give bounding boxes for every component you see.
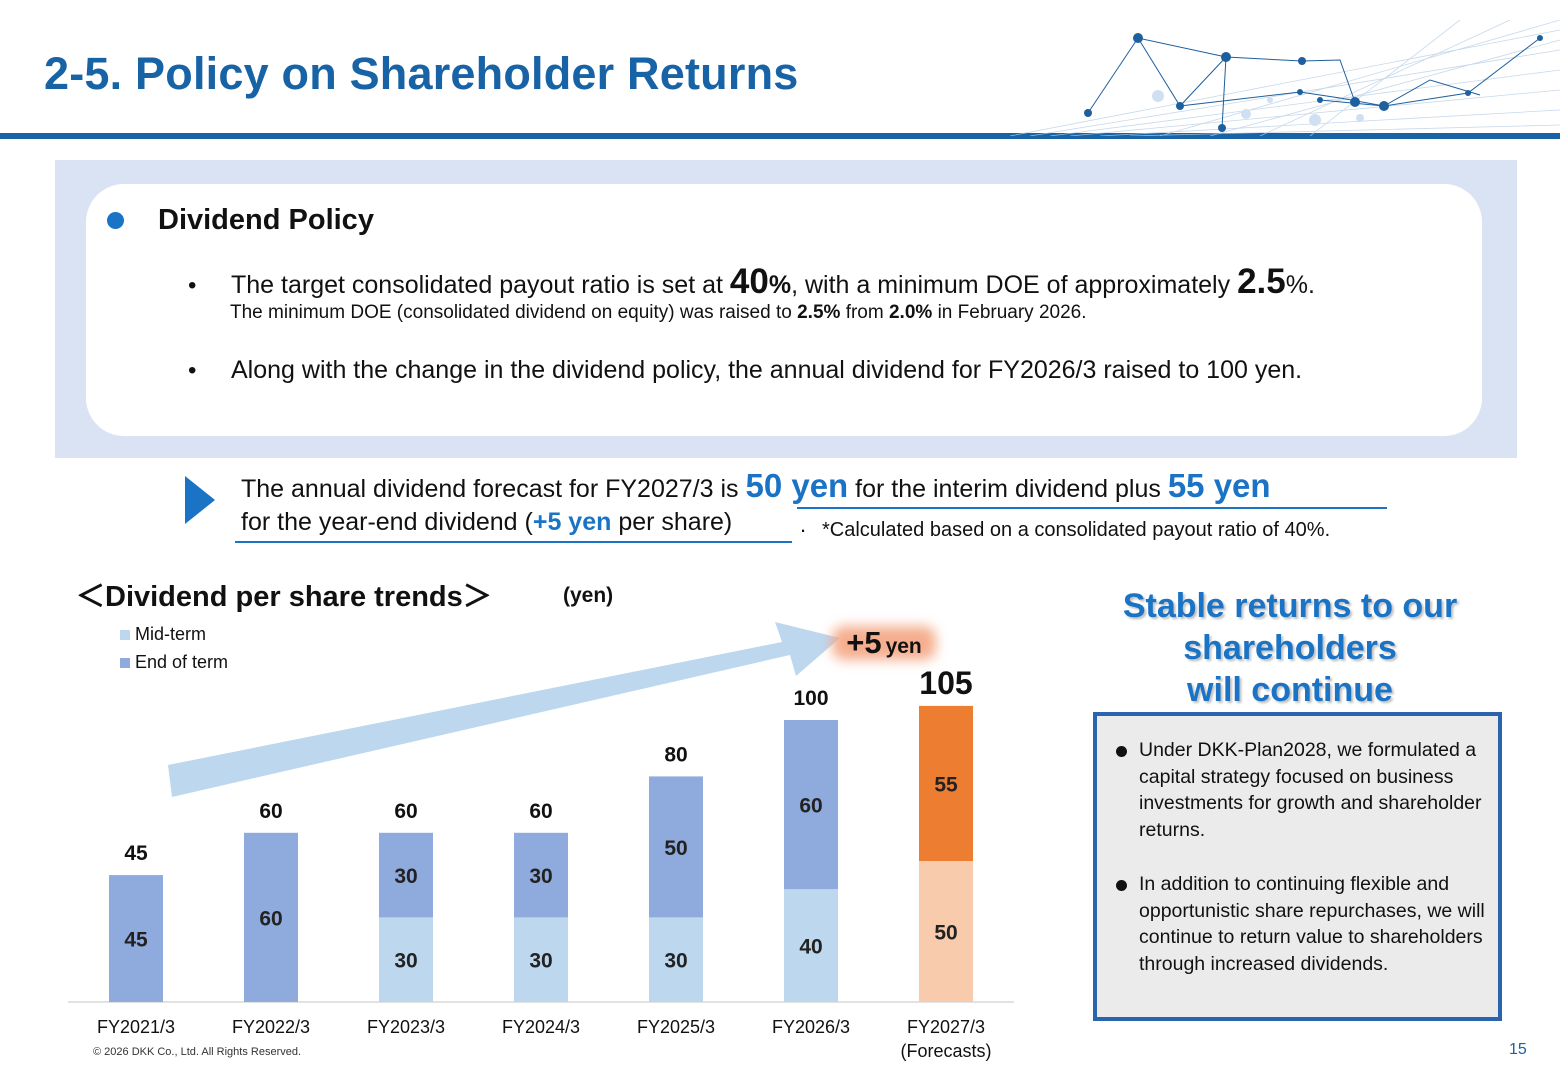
dividend-chart: Mid-term End of term 45 45 FY2021/3 60 60 FY202…: [68, 622, 1014, 1061]
data-label: 50: [664, 837, 687, 860]
bar-segment: [244, 832, 298, 1002]
network-decoration: [1010, 20, 1560, 136]
annotation-value: +5: [846, 625, 881, 660]
total-label: 80: [664, 743, 687, 766]
x-tick-label: FY2025/3: [637, 1017, 715, 1037]
total-label: 100: [793, 687, 828, 710]
legend-swatch: [120, 658, 130, 668]
side-item: Under DKK-Plan2028, we formulated a capi…: [1139, 739, 1482, 841]
bar-segment: [514, 917, 568, 1002]
x-tick-label: FY2027/3: [907, 1017, 985, 1037]
legend-label: End of term: [135, 652, 228, 672]
bar-segment: [649, 776, 703, 918]
side-info-box: Under DKK-Plan2028, we formulated a capi…: [1093, 712, 1502, 1021]
bar-segment: [919, 861, 973, 1002]
data-label: 40: [799, 936, 822, 959]
data-label: 50: [934, 922, 957, 945]
data-label: 30: [394, 950, 417, 973]
page-title: 2-5. Policy on Shareholder Returns: [44, 48, 799, 99]
forecast-line-1: The annual dividend forecast for FY2027/…: [241, 467, 1271, 504]
x-tick-label: FY2021/3: [97, 1017, 175, 1037]
bullet-dot-icon: [1116, 746, 1127, 757]
data-label: 30: [664, 950, 687, 973]
bullet-dot-icon: [1116, 880, 1127, 891]
bar-segment: [919, 705, 973, 861]
data-label: 60: [799, 795, 822, 818]
forecast-underline: [235, 541, 792, 543]
total-label: 105: [919, 665, 972, 701]
play-arrow-icon: [185, 476, 215, 524]
trend-arrow: [168, 622, 840, 797]
forecast-note: *Calculated based on a consolidated payo…: [822, 519, 1331, 541]
policy-card: [86, 184, 1482, 436]
data-label: 45: [124, 929, 148, 952]
policy-doe-note: The minimum DOE (consolidated dividend o…: [230, 302, 1087, 323]
data-label: 30: [529, 865, 552, 888]
bullet-marker: •: [188, 357, 197, 384]
x-tick-label: FY2024/3: [502, 1017, 580, 1037]
x-tick-sublabel: (Forecasts): [900, 1041, 991, 1061]
chart-title: ＜Dividend per share trends＞: [76, 581, 492, 613]
bar-segment: [514, 832, 568, 918]
bar-segment: [784, 720, 838, 890]
legend-swatch: [120, 630, 130, 640]
bullet-marker: •: [188, 272, 197, 299]
total-label: 60: [529, 800, 552, 823]
total-label: 45: [124, 842, 148, 865]
x-tick-label: FY2023/3: [367, 1017, 445, 1037]
policy-bullet-payout: The target consolidated payout ratio is …: [231, 262, 1315, 301]
annotation-unit: yen: [886, 635, 922, 658]
x-tick-label: FY2026/3: [772, 1017, 850, 1037]
total-label: 60: [394, 800, 417, 823]
increase-annotation: +5 yen: [846, 625, 922, 660]
data-label: 30: [529, 950, 552, 973]
data-label: 30: [394, 865, 417, 888]
bar-segment: [109, 875, 163, 1002]
forecast-line-2: for the year-end dividend (+5 yen per sh…: [241, 508, 733, 536]
bullet-dot-icon: [107, 212, 124, 229]
policy-bullet-dividend: Along with the change in the dividend po…: [231, 356, 1303, 384]
bar-segment: [379, 917, 433, 1002]
policy-heading: Dividend Policy: [158, 204, 374, 236]
side-headline: Stable returns to our shareholders will …: [1122, 587, 1458, 709]
page-number: 15: [1509, 1041, 1527, 1058]
bar-segment: [649, 917, 703, 1002]
chart-unit: (yen): [563, 584, 614, 607]
x-tick-label: FY2022/3: [232, 1017, 310, 1037]
forecast-underline: [797, 507, 1387, 509]
data-label: 60: [259, 907, 282, 930]
forecast-period: .: [800, 512, 807, 537]
bar-segment: [784, 889, 838, 1002]
annotation-glow: [832, 626, 936, 660]
title-divider: [0, 133, 1560, 139]
copyright: © 2026 DKK Co., Ltd. All Rights Reserved…: [93, 1046, 302, 1058]
bar-segment: [379, 832, 433, 918]
legend-label: Mid-term: [135, 624, 206, 644]
side-item: In addition to continuing flexible and o…: [1139, 873, 1485, 975]
data-label: 55: [934, 773, 958, 796]
total-label: 60: [259, 800, 282, 823]
